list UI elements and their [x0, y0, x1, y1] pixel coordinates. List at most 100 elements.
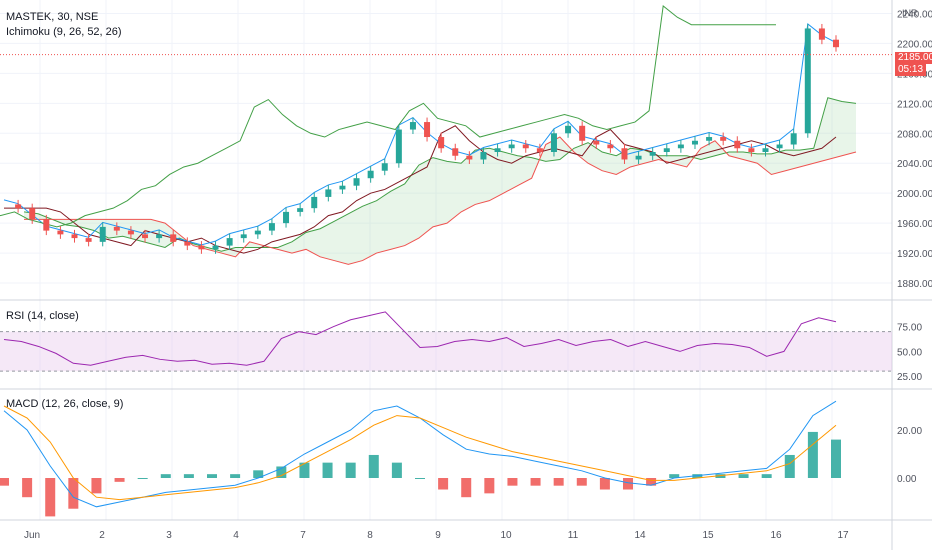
- macd-histogram-bar: [253, 470, 264, 478]
- price-tick-label: 2040.00: [897, 159, 932, 170]
- candle-body: [550, 133, 557, 152]
- candle-body: [833, 39, 839, 48]
- macd-histogram-bar: [368, 454, 379, 478]
- candle-body: [353, 178, 360, 186]
- candle-body: [99, 226, 106, 242]
- candle-body: [85, 238, 92, 242]
- currency-label: INR: [902, 8, 918, 18]
- macd-histogram-bar: [623, 478, 633, 490]
- macd-histogram-bar: [831, 439, 841, 478]
- macd-histogram-bar: [45, 478, 56, 517]
- candle-body: [268, 223, 275, 231]
- candle-body: [283, 211, 290, 224]
- candle-body: [663, 148, 670, 152]
- signal-line: [3, 405, 837, 501]
- price-tick-label: 1960.00: [897, 219, 932, 230]
- macd-histogram-bar: [207, 474, 217, 478]
- candle-body: [706, 137, 713, 141]
- macd-histogram-bar: [137, 478, 148, 479]
- macd-histogram-bar: [576, 478, 587, 486]
- macd-tick-label: 20.00: [897, 426, 922, 437]
- time-tick-label: 2: [99, 530, 105, 541]
- ichimoku-legend[interactable]: Ichimoku (9, 26, 52, 26): [6, 26, 122, 38]
- candle-body: [494, 148, 501, 152]
- macd-histogram-bar: [160, 474, 171, 478]
- rsi-legend[interactable]: RSI (14, close): [6, 310, 79, 322]
- time-tick-label: 8: [367, 530, 373, 541]
- macd-histogram-bar: [438, 478, 449, 490]
- macd-histogram-bar: [507, 478, 518, 486]
- candle-body: [762, 148, 769, 152]
- candle-body: [198, 245, 205, 250]
- rsi-tick-label: 75.00: [897, 323, 922, 334]
- candle-body: [649, 152, 656, 156]
- macd-histogram-bar: [22, 478, 33, 498]
- rsi-band: [0, 331, 892, 372]
- time-tick-label: 9: [435, 530, 441, 541]
- candle-body: [43, 219, 50, 231]
- candle-body: [438, 137, 445, 149]
- macd-histogram-bar: [299, 462, 310, 478]
- price-tick-label: 2240.00: [897, 9, 932, 20]
- candle-body: [452, 148, 459, 156]
- last-price-badge: 2185.00: [895, 52, 932, 64]
- rsi-tick-label: 50.00: [897, 347, 922, 358]
- candle-body: [156, 234, 163, 239]
- macd-histogram-bar: [530, 478, 541, 486]
- candle-body: [635, 155, 642, 160]
- time-tick-label: 4: [233, 530, 239, 541]
- candle-body: [818, 28, 825, 40]
- candle-body: [691, 140, 698, 145]
- macd-line: [3, 400, 837, 508]
- macd-legend[interactable]: MACD (12, 26, close, 9): [6, 398, 124, 410]
- candle-body: [381, 163, 388, 171]
- candle-body: [212, 245, 219, 250]
- symbol-legend[interactable]: MASTEK, 30, NSE: [6, 11, 99, 23]
- macd-histogram-bar: [784, 454, 795, 478]
- rsi-tick-label: 25.00: [897, 372, 922, 383]
- candle-body: [240, 234, 247, 239]
- countdown-badge: 05:13: [895, 64, 927, 76]
- candle-body: [790, 133, 797, 145]
- macd-histogram-bar: [461, 478, 472, 498]
- senkou-span-b: [24, 136, 857, 265]
- candle-body: [170, 234, 177, 242]
- candle-body: [776, 144, 783, 149]
- macd-histogram-bar: [68, 478, 79, 509]
- candle-body: [508, 144, 515, 149]
- time-tick-label: 17: [837, 530, 849, 541]
- macd-histogram-bar: [114, 478, 125, 482]
- candle-body: [113, 226, 120, 231]
- price-tick-label: 1880.00: [897, 279, 932, 290]
- candle-body: [297, 208, 304, 212]
- candle-body: [466, 155, 473, 160]
- macd-histogram-bar: [669, 474, 680, 478]
- macd-histogram-bar: [553, 478, 564, 486]
- candle-body: [677, 144, 684, 149]
- candle-body: [15, 204, 22, 209]
- macd-histogram-bar: [276, 466, 287, 478]
- macd-histogram-bar: [807, 431, 818, 478]
- macd-histogram-bar: [345, 462, 356, 478]
- candle-body: [29, 208, 36, 220]
- candle-body: [184, 241, 191, 246]
- candle-body: [409, 122, 416, 130]
- time-tick-label: 11: [568, 530, 579, 541]
- candle-body: [607, 144, 614, 149]
- time-tick-label: Jun: [24, 530, 40, 541]
- price-tick-label: 2080.00: [897, 129, 932, 140]
- macd-tick-label: 0.00: [897, 474, 917, 485]
- macd-histogram-bar: [183, 474, 194, 478]
- senkou-span-a: [23, 97, 857, 252]
- lagging-span: [0, 5, 776, 228]
- candle-body: [579, 125, 586, 141]
- macd-histogram-bar: [91, 478, 102, 494]
- candle-body: [565, 125, 572, 134]
- candle-body: [127, 230, 134, 235]
- macd-histogram-bar: [415, 478, 425, 479]
- macd-histogram-bar: [738, 474, 749, 478]
- time-tick-label: 16: [770, 530, 782, 541]
- macd-histogram-bar: [0, 478, 9, 486]
- candle-body: [57, 230, 64, 235]
